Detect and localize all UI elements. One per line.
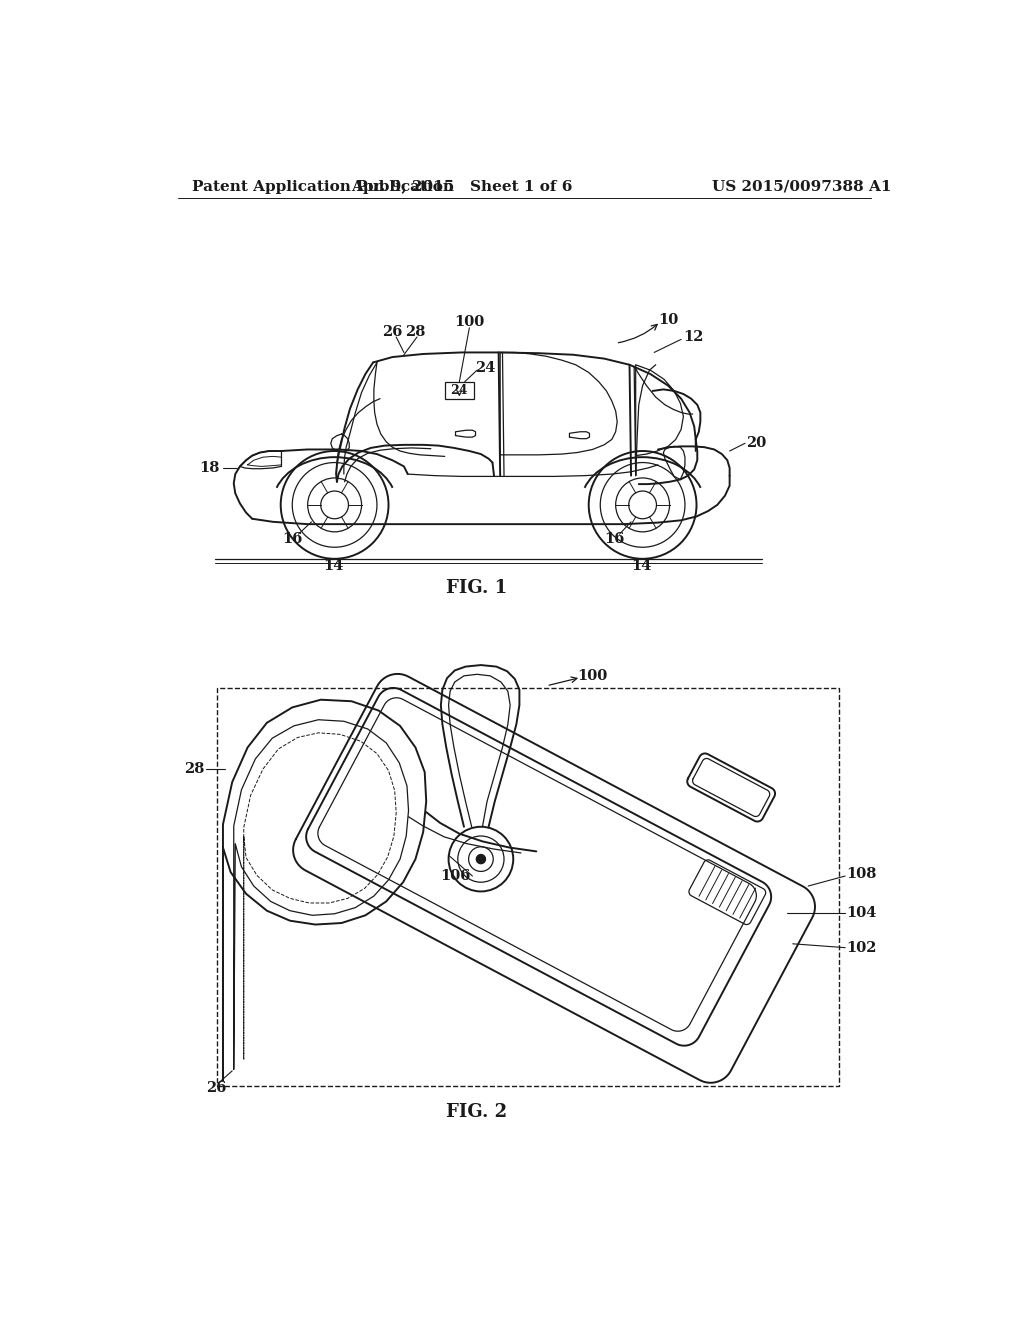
Text: Apr. 9, 2015   Sheet 1 of 6: Apr. 9, 2015 Sheet 1 of 6 — [351, 180, 572, 194]
Text: 102: 102 — [847, 941, 878, 954]
Text: 18: 18 — [200, 461, 220, 475]
Text: 14: 14 — [632, 560, 652, 573]
Text: 104: 104 — [847, 906, 877, 920]
Text: 20: 20 — [746, 437, 767, 450]
Text: 12: 12 — [683, 330, 703, 345]
Text: 28: 28 — [184, 762, 205, 776]
Text: 16: 16 — [282, 532, 302, 545]
Text: 10: 10 — [657, 313, 678, 327]
Text: 24: 24 — [474, 360, 495, 375]
Text: 26: 26 — [206, 1081, 226, 1094]
Text: Patent Application Publication: Patent Application Publication — [193, 180, 455, 194]
Text: 16: 16 — [604, 532, 625, 545]
Text: 14: 14 — [324, 560, 344, 573]
Text: 100: 100 — [455, 314, 484, 329]
Text: FIG. 1: FIG. 1 — [446, 579, 508, 597]
Text: 24: 24 — [451, 384, 468, 397]
Circle shape — [476, 854, 485, 863]
Text: 108: 108 — [847, 867, 877, 882]
Text: 100: 100 — [578, 669, 607, 682]
Text: 26: 26 — [382, 325, 402, 339]
Text: 28: 28 — [406, 325, 426, 339]
Text: US 2015/0097388 A1: US 2015/0097388 A1 — [712, 180, 892, 194]
Text: FIG. 2: FIG. 2 — [446, 1102, 508, 1121]
Text: 106: 106 — [440, 869, 471, 883]
